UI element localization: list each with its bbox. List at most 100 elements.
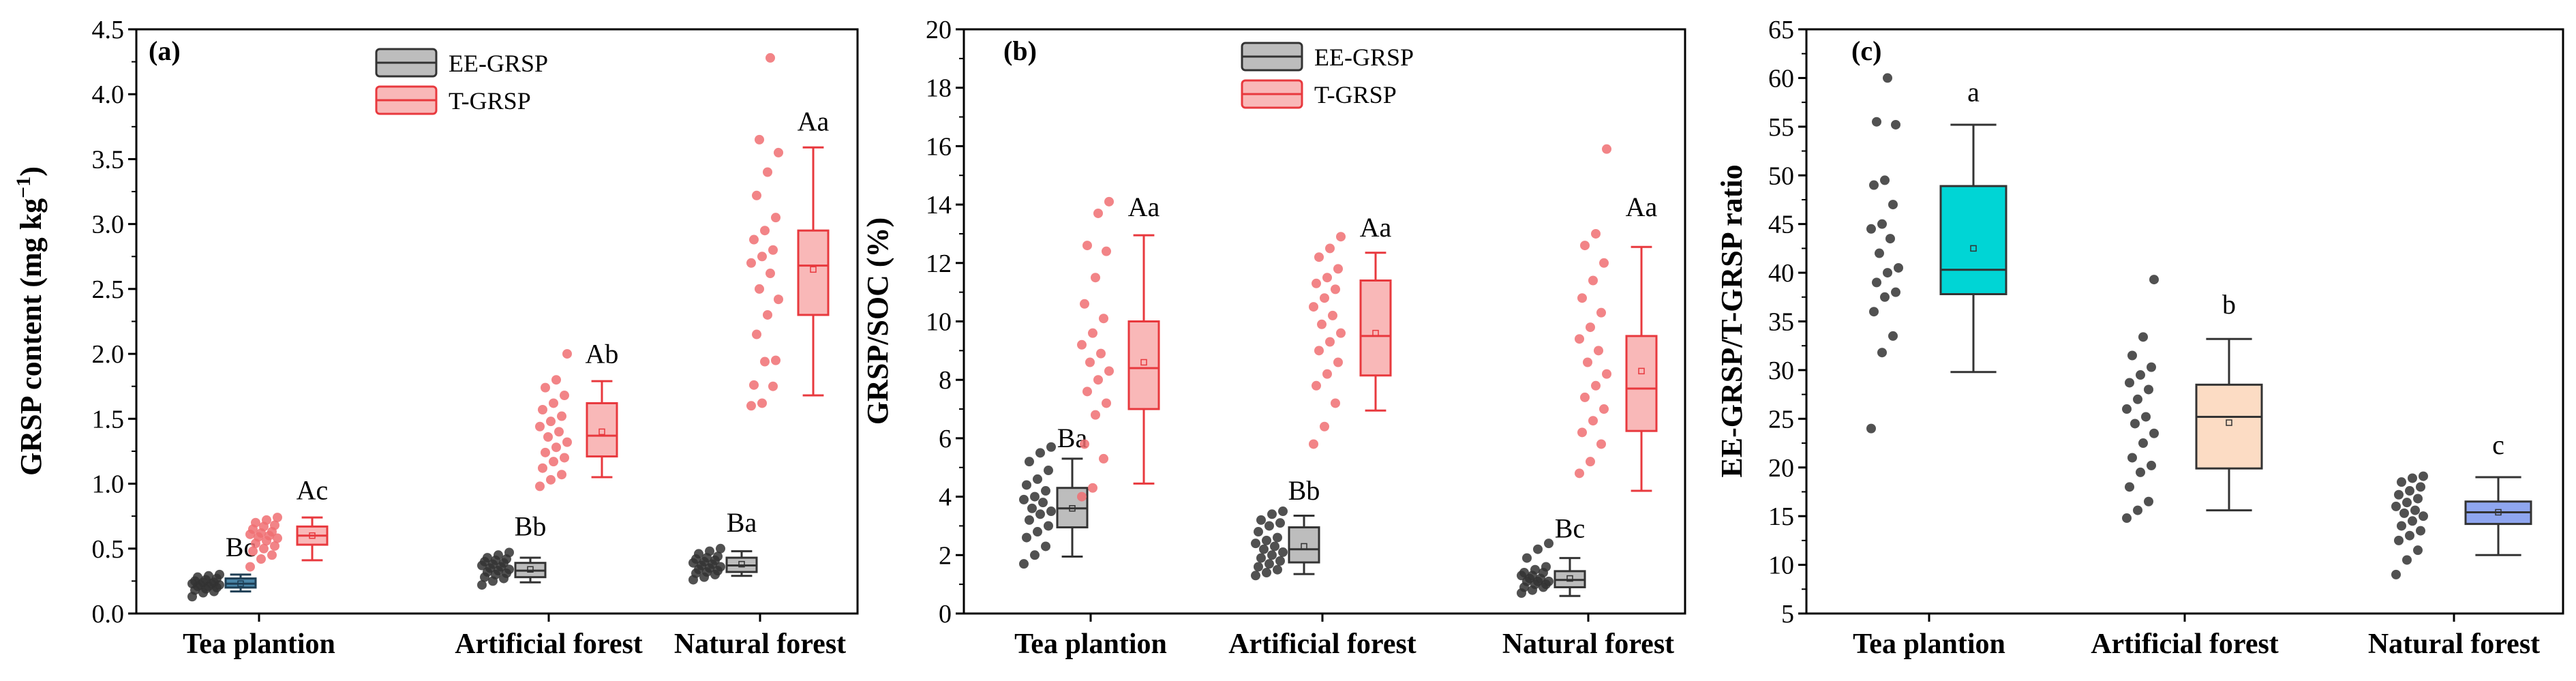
box-group-natural-forest-ee-grsp: Ba: [688, 507, 758, 585]
data-point: [245, 562, 255, 572]
data-point: [2144, 384, 2153, 395]
data-point: [1580, 392, 1590, 402]
data-point: [2391, 569, 2401, 579]
data-point: [752, 190, 761, 200]
data-point: [1088, 328, 1097, 338]
data-point: [1577, 293, 1587, 303]
data-point: [2402, 555, 2412, 565]
data-point: [541, 382, 550, 393]
data-point: [1046, 506, 1056, 517]
data-point: [1875, 248, 1884, 258]
data-point: [1019, 559, 1029, 569]
x-tick-label: Natural forest: [1502, 629, 1674, 660]
y-tick-label: 10: [926, 308, 952, 337]
data-point: [766, 269, 775, 279]
data-point: [768, 245, 778, 255]
data-point: [757, 398, 767, 408]
data-point: [477, 580, 487, 590]
legend-label-ee-grsp: EE-GRSP: [449, 50, 548, 77]
x-tick-label: Tea plantion: [1014, 629, 1167, 660]
data-point: [1869, 180, 1879, 190]
data-point: [1594, 346, 1603, 356]
data-point: [549, 398, 558, 408]
y-tick-label: 2.5: [92, 275, 125, 304]
y-tick-label: 25: [1768, 405, 1794, 434]
data-point: [2405, 530, 2414, 541]
box-group-tea-plantion-ee-grsp: Ba: [1019, 423, 1089, 569]
data-point: [1259, 544, 1269, 554]
data-point: [1256, 515, 1266, 525]
data-point: [1331, 284, 1340, 294]
x-tick-label: Natural forest: [2368, 629, 2540, 660]
data-point: [1093, 375, 1103, 385]
data-point: [1602, 369, 1611, 379]
data-point: [763, 309, 772, 320]
significance-letter: Ba: [727, 507, 757, 538]
y-tick-label: 8: [939, 366, 952, 395]
mean-marker: [1301, 543, 1307, 550]
data-point: [1309, 439, 1318, 449]
data-point: [2141, 412, 2151, 422]
data-point: [1256, 553, 1266, 563]
mean-marker: [810, 266, 817, 273]
data-point: [755, 134, 764, 145]
data-point: [1888, 200, 1898, 210]
mean-marker: [2495, 509, 2502, 516]
y-tick-label: 4: [939, 483, 952, 512]
data-point: [1322, 273, 1332, 283]
data-point: [1533, 544, 1543, 554]
data-point: [2397, 477, 2406, 487]
data-point: [694, 549, 703, 559]
data-point: [2408, 516, 2417, 526]
box-group-artificial-forest-ratio: b: [2122, 275, 2263, 524]
data-point: [763, 167, 772, 177]
panel-label: (a): [149, 35, 181, 66]
mean-marker: [738, 560, 745, 568]
significance-letter: c: [2492, 429, 2504, 460]
data-point: [259, 543, 269, 554]
data-point: [1314, 346, 1324, 356]
data-point: [705, 546, 714, 556]
data-point: [1251, 539, 1260, 549]
data-point: [1588, 275, 1598, 286]
significance-letter: Aa: [1128, 192, 1160, 222]
legend-label-ee-grsp: EE-GRSP: [1314, 44, 1414, 71]
data-point: [1591, 380, 1601, 391]
data-point: [2419, 471, 2428, 481]
data-point: [1262, 535, 1271, 545]
mean-marker: [1069, 504, 1076, 512]
data-point: [557, 470, 566, 480]
data-point: [2149, 428, 2159, 438]
box-group-natural-forest-ee-grsp: Bc: [1517, 513, 1586, 599]
data-point: [1880, 292, 1890, 302]
data-point: [1591, 228, 1601, 239]
data-point: [1596, 307, 1606, 318]
data-point: [1320, 421, 1329, 432]
data-point: [2122, 513, 2132, 524]
data-point: [1577, 427, 1587, 438]
x-axis: Tea plantion Artificial forest Natural for…: [183, 614, 846, 660]
data-point: [749, 234, 759, 245]
data-point: [1530, 564, 1540, 575]
data-point: [1336, 328, 1346, 338]
data-point: [1320, 293, 1329, 303]
data-point: [1891, 287, 1900, 297]
data-point: [541, 447, 550, 457]
data-point: [1596, 439, 1606, 449]
y-tick-label: 16: [926, 132, 952, 161]
data-point: [2127, 453, 2137, 463]
data-point: [1883, 73, 1892, 83]
mean-marker: [1970, 245, 1977, 252]
data-point: [1602, 144, 1611, 154]
mean-marker: [309, 532, 316, 539]
data-point: [1273, 532, 1282, 543]
data-point: [1866, 423, 1876, 434]
data-point: [273, 513, 282, 523]
data-point: [251, 517, 260, 528]
data-point: [1312, 278, 1321, 288]
data-point: [1599, 258, 1609, 268]
y-tick-label: 0.0: [92, 600, 125, 629]
data-point: [504, 564, 514, 575]
panel-label: (c): [1851, 35, 1881, 66]
